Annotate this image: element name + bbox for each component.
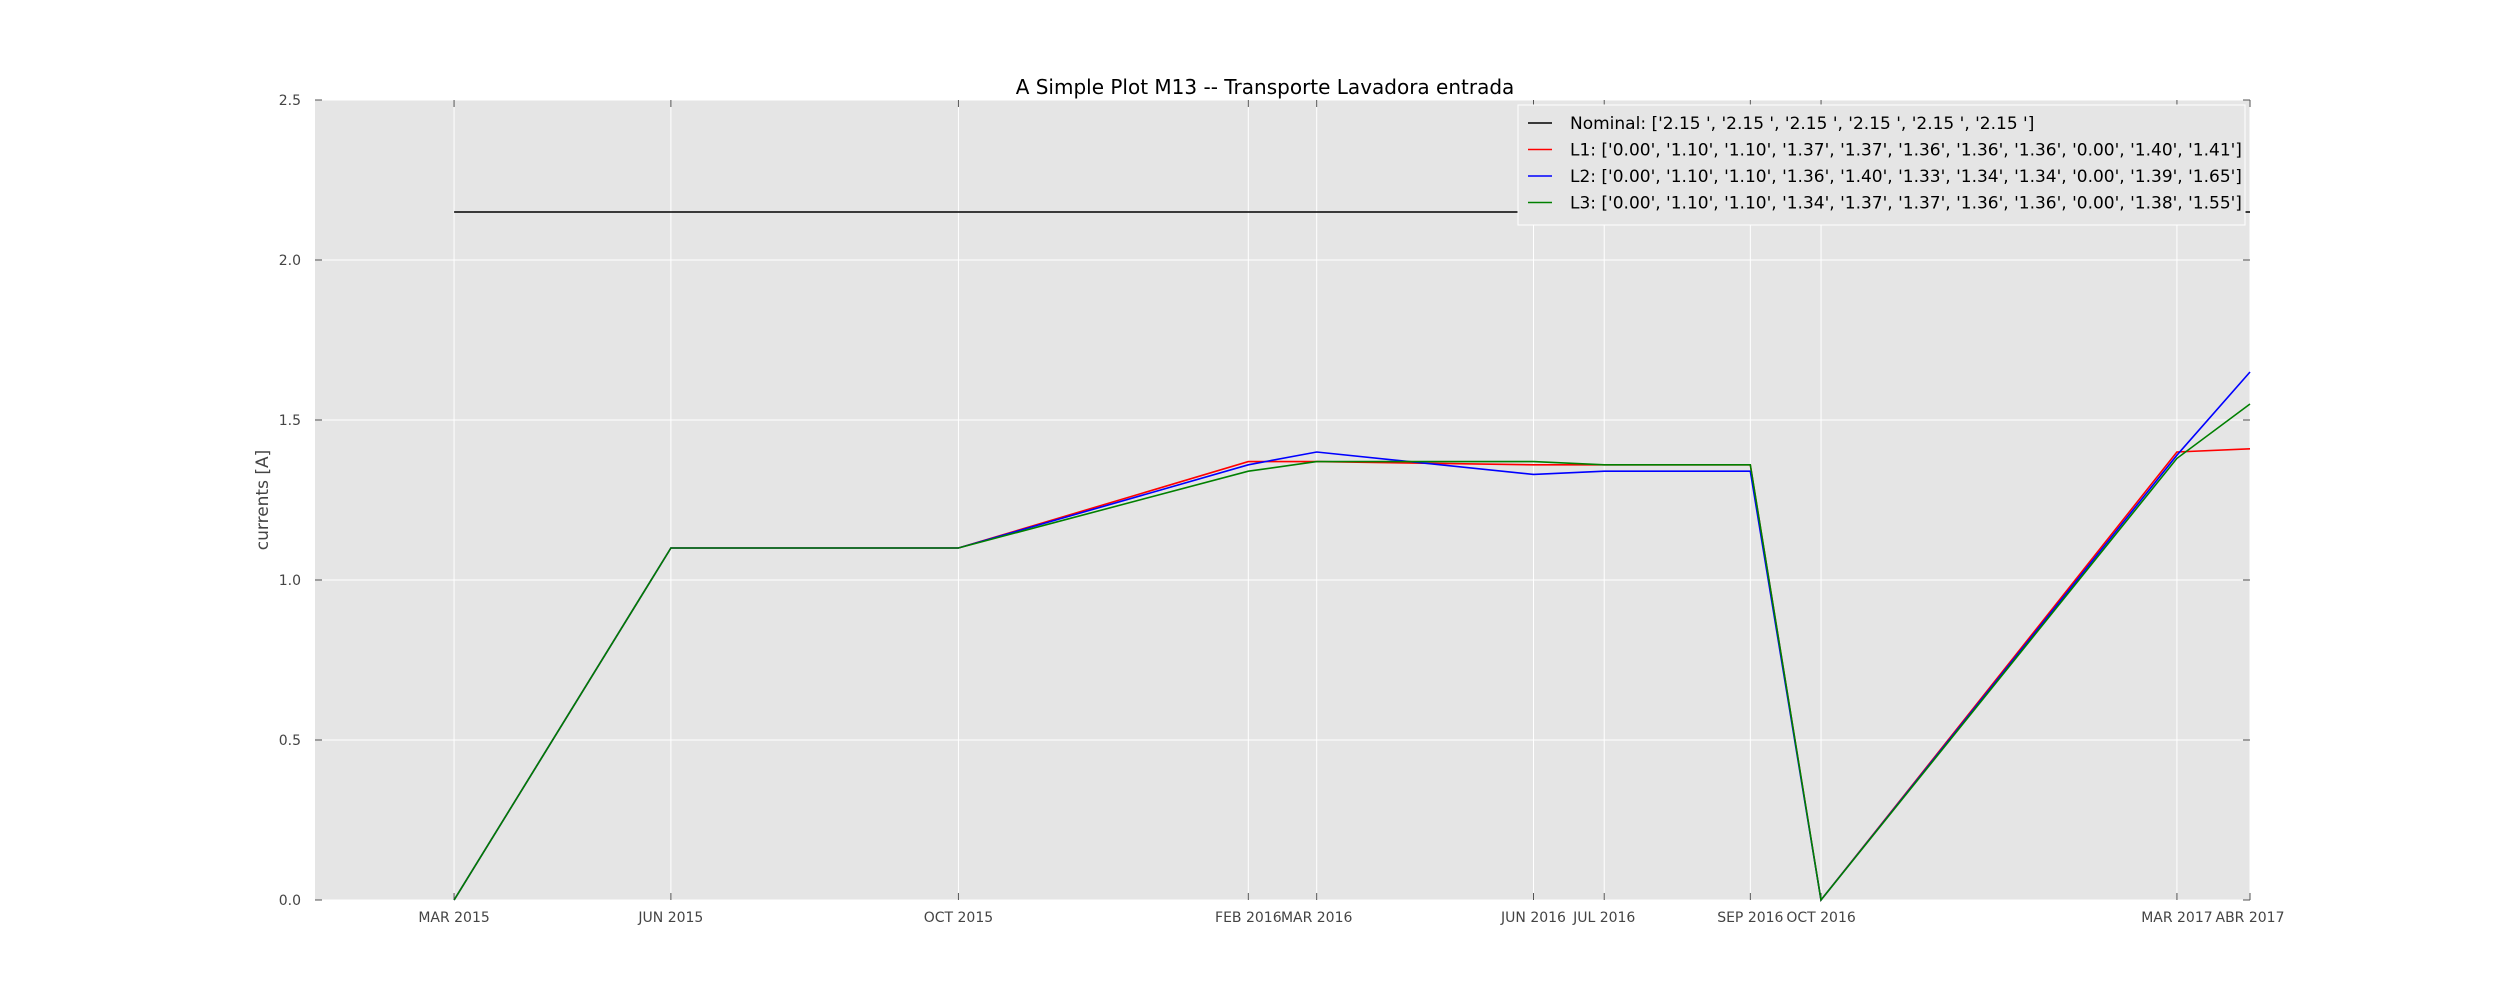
legend-entry: L3: ['0.00', '1.10', '1.10', '1.34', '1.… — [1570, 194, 2242, 214]
legend: Nominal: ['2.15 ', '2.15 ', '2.15 ', '2.… — [1517, 104, 2246, 226]
legend-box — [1517, 104, 2246, 226]
x-tick-label: OCT 2016 — [1786, 910, 1856, 926]
y-tick-label: 2.5 — [279, 93, 301, 109]
axes: 0.0 0.5 1.0 1.5 2.0 2.5 MAR 2015 JUN 2015 OCT 20… — [279, 93, 2285, 926]
x-tick-label: MAR 2015 — [418, 910, 489, 926]
legend-entry: Nominal: ['2.15 ', '2.15 ', '2.15 ', '2.… — [1570, 114, 2034, 134]
chart-title: A Simple Plot M13 -- Transporte Lavadora… — [1016, 75, 1515, 99]
legend-entry: L1: ['0.00', '1.10', '1.10', '1.37', '1.… — [1570, 141, 2242, 161]
y-tick-label: 1.0 — [279, 573, 301, 589]
x-tick-label: MAR 2017 — [2141, 910, 2212, 926]
x-tick-label: ABR 2017 — [2216, 910, 2285, 926]
x-tick-label: JUN 2016 — [1500, 910, 1566, 926]
legend-entry: L2: ['0.00', '1.10', '1.10', '1.36', '1.… — [1570, 167, 2242, 187]
x-tick-label: OCT 2015 — [924, 910, 993, 926]
x-tick-label: JUL 2016 — [1572, 910, 1635, 926]
x-tick-label: MAR 2016 — [1281, 910, 1353, 926]
series-line-l3 — [453, 403, 2251, 902]
y-tick-label: 1.5 — [279, 413, 301, 429]
grid-lines — [315, 99, 2251, 901]
y-axis-label: currents [A] — [253, 450, 273, 550]
y-tick-label: 2.0 — [279, 253, 301, 269]
x-tick-label: SEP 2016 — [1717, 910, 1783, 926]
x-tick-label: FEB 2016 — [1215, 910, 1282, 926]
y-tick-label: 0.5 — [279, 733, 301, 749]
y-tick-label: 0.0 — [279, 893, 301, 909]
x-tick-label: JUN 2015 — [637, 910, 703, 926]
